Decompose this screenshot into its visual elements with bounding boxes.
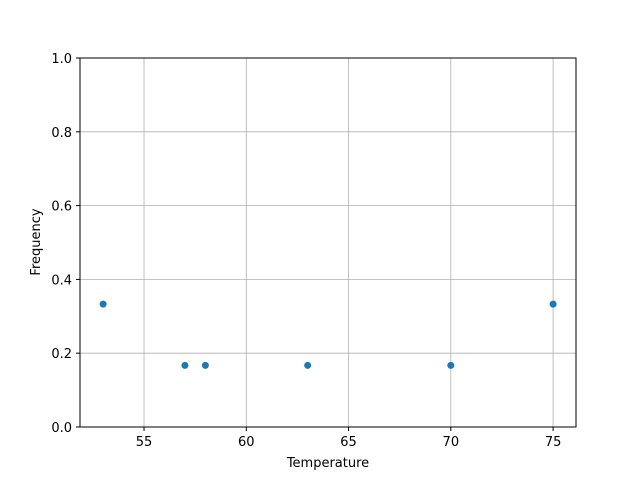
data-point [181, 361, 189, 369]
y-tick-label: 0.2 [51, 347, 72, 362]
data-point [99, 300, 107, 308]
axes-frame [79, 57, 577, 428]
x-tick-label: 55 [136, 435, 153, 450]
y-tick-label: 1.0 [51, 52, 72, 67]
y-tick-label: 0.0 [51, 421, 72, 436]
ticks: 55 60 65 70 75 0.0 0.2 0.4 0.6 0.8 1.0 [51, 52, 561, 450]
data-points [99, 300, 557, 369]
y-tick-label: 0.6 [51, 200, 72, 215]
x-tick-label: 65 [340, 435, 357, 450]
data-point [447, 361, 455, 369]
x-tick-label: 75 [545, 435, 562, 450]
y-axis-label: Frequency [29, 208, 44, 275]
y-tick-label: 0.4 [51, 273, 72, 288]
data-point [201, 361, 209, 369]
x-tick-label: 70 [443, 435, 460, 450]
data-point [304, 361, 312, 369]
data-point [549, 300, 557, 308]
x-tick-label: 60 [238, 435, 255, 450]
y-tick-label: 0.8 [51, 126, 72, 141]
x-axis-label: Temperature [286, 456, 369, 471]
